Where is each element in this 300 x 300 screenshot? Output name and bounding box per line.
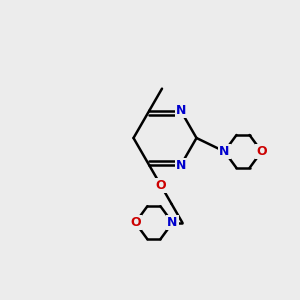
Text: N: N: [176, 104, 186, 117]
Text: O: O: [256, 145, 267, 158]
Text: N: N: [219, 145, 230, 158]
Text: O: O: [130, 216, 141, 229]
Text: O: O: [155, 179, 166, 192]
Text: N: N: [167, 216, 178, 229]
Text: N: N: [176, 159, 186, 172]
